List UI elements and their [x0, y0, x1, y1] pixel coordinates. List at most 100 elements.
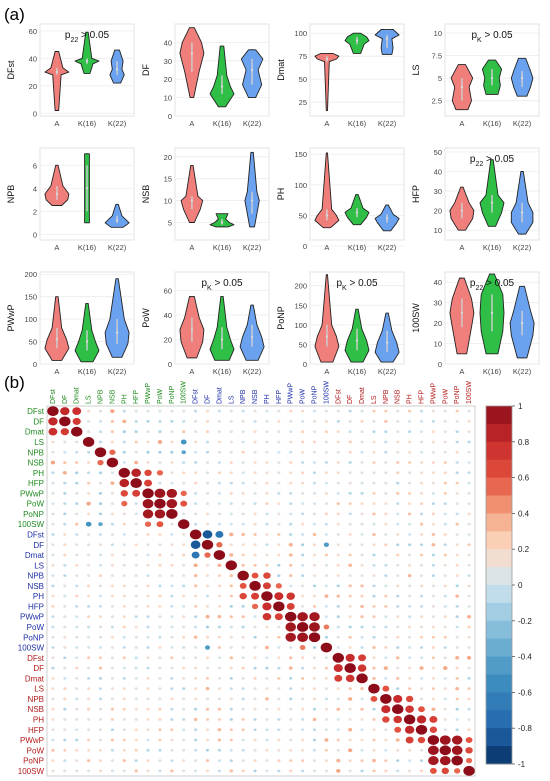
- corr-cell: [193, 584, 198, 588]
- corr-cell: [348, 502, 352, 506]
- corr-cell: [467, 666, 471, 670]
- column-label: DFst: [335, 389, 342, 404]
- corr-cell: [360, 635, 364, 639]
- corr-cell: [324, 574, 328, 577]
- corr-cell: [277, 512, 281, 516]
- p-threshold: > 0.05: [212, 278, 243, 289]
- corr-cell: [122, 512, 126, 516]
- corr-cell: [182, 748, 186, 752]
- corr-cell: [217, 646, 221, 649]
- corr-cell: [51, 491, 55, 495]
- corr-cell: [384, 419, 388, 423]
- corr-cell: [253, 553, 257, 557]
- corr-cell: [122, 584, 126, 588]
- corr-cell: [419, 533, 424, 536]
- corr-cell: [289, 687, 293, 691]
- p-threshold: > 0.05: [483, 278, 514, 289]
- corr-cell: [336, 758, 341, 763]
- row-label: LS: [34, 438, 44, 447]
- corr-cell: [348, 594, 352, 598]
- corr-cell: [241, 635, 245, 639]
- corr-cell: [348, 440, 352, 444]
- violin-a: [44, 51, 70, 111]
- corr-cell: [333, 664, 343, 673]
- corr-cell: [193, 574, 198, 578]
- row-label: HFP: [28, 726, 44, 735]
- corr-cell: [455, 409, 459, 413]
- corr-cell: [122, 718, 126, 721]
- corr-cell: [122, 594, 126, 598]
- corr-cell: [122, 450, 126, 454]
- corr-cell: [229, 440, 233, 444]
- corr-cell: [265, 748, 269, 752]
- corr-cell: [455, 646, 459, 649]
- corr-cell: [122, 769, 126, 773]
- corr-cell: [455, 450, 459, 454]
- corr-cell: [229, 707, 233, 711]
- y-tick-label: 60: [29, 27, 37, 36]
- column-label: PoW: [300, 388, 307, 404]
- corr-cell: [72, 417, 81, 425]
- x-tick-label: K(16): [78, 119, 97, 128]
- column-label: LS: [371, 395, 378, 404]
- corr-cell: [110, 687, 114, 691]
- corr-cell: [217, 420, 221, 423]
- row-label: PWwP: [20, 613, 44, 622]
- corr-cell: [194, 625, 198, 629]
- corr-cell: [182, 707, 186, 711]
- corr-cell: [122, 461, 126, 464]
- x-tick-label: K(16): [348, 243, 367, 252]
- corr-cell: [194, 728, 198, 732]
- corr-cell: [431, 512, 435, 516]
- corr-cell: [63, 574, 67, 577]
- y-tick-label: 0: [168, 112, 172, 121]
- corr-cell: [419, 656, 424, 660]
- corr-cell: [205, 481, 210, 485]
- corr-cell: [82, 437, 95, 447]
- corr-cell: [277, 563, 281, 567]
- y-tick-label: 10: [164, 94, 172, 103]
- corr-cell: [384, 471, 388, 475]
- corr-cell: [253, 676, 257, 680]
- y-tick-label: 50: [434, 148, 442, 157]
- corr-cell: [134, 594, 138, 598]
- corr-cell: [87, 718, 91, 721]
- corr-cell: [180, 490, 187, 497]
- corr-cell: [217, 440, 221, 444]
- corr-cell: [301, 430, 305, 434]
- corr-cell: [194, 420, 198, 423]
- corr-cell: [51, 656, 55, 660]
- corr-cell: [170, 718, 174, 721]
- corr-cell: [408, 533, 412, 536]
- corr-cell: [51, 769, 55, 773]
- corr-cell: [158, 676, 162, 680]
- corr-cell: [51, 676, 55, 680]
- y-tick-label: 50: [29, 338, 37, 347]
- corr-cell: [348, 543, 352, 547]
- y-tick-label: 200: [24, 270, 37, 279]
- corr-cell: [59, 416, 71, 427]
- corr-cell: [396, 471, 400, 475]
- corr-cell: [467, 553, 471, 557]
- corr-cell: [312, 738, 317, 742]
- corr-cell: [63, 728, 67, 732]
- corr-cell: [158, 666, 162, 670]
- corr-cell: [372, 738, 376, 742]
- corr-cell: [408, 502, 412, 506]
- corr-cell: [217, 697, 221, 701]
- corr-cell: [384, 605, 388, 608]
- y-tick-label: 20: [29, 82, 37, 91]
- corr-cell: [205, 738, 210, 742]
- corr-cell: [312, 584, 317, 588]
- corr-cell: [146, 769, 150, 773]
- corr-cell: [324, 656, 328, 660]
- corr-cell: [241, 532, 245, 537]
- corr-cell: [110, 728, 114, 732]
- corr-cell: [158, 563, 162, 567]
- y-tick-label: 2: [33, 207, 37, 216]
- corr-cell: [241, 430, 245, 434]
- corr-cell: [194, 430, 198, 434]
- corr-cell: [182, 656, 186, 660]
- corr-cell: [301, 656, 305, 660]
